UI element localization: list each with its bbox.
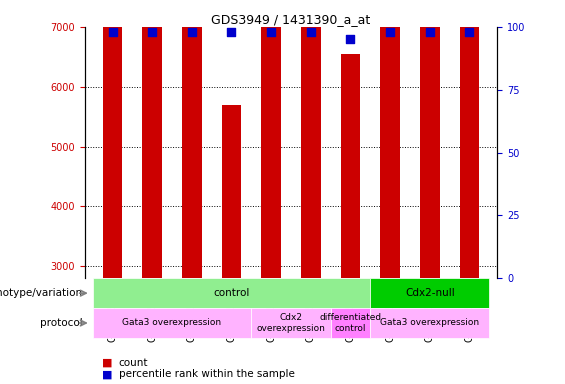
FancyBboxPatch shape	[93, 278, 370, 308]
FancyBboxPatch shape	[93, 308, 251, 338]
Point	[425, 29, 434, 35]
FancyBboxPatch shape	[331, 308, 370, 338]
Bar	[301, 25, 321, 278]
Bar	[142, 0, 162, 278]
Text: Cdx2-null: Cdx2-null	[405, 288, 455, 298]
Bar	[420, 0, 440, 278]
Text: protocol: protocol	[40, 318, 82, 328]
Point	[346, 36, 355, 43]
Bar	[182, 0, 202, 278]
Point	[188, 29, 197, 35]
Text: count: count	[119, 358, 148, 368]
Text: differentiated
control: differentiated control	[319, 313, 381, 333]
Text: genotype/variation: genotype/variation	[0, 288, 82, 298]
Point	[306, 29, 315, 35]
Text: Cdx2
overexpression: Cdx2 overexpression	[257, 313, 325, 333]
Bar	[341, 54, 360, 278]
Bar	[221, 105, 241, 278]
Point	[108, 29, 117, 35]
FancyBboxPatch shape	[370, 308, 489, 338]
Text: percentile rank within the sample: percentile rank within the sample	[119, 369, 294, 379]
Text: Gata3 overexpression: Gata3 overexpression	[123, 318, 221, 328]
FancyBboxPatch shape	[251, 308, 331, 338]
Bar	[380, 4, 400, 278]
Bar	[261, 0, 281, 278]
Bar	[459, 0, 479, 278]
FancyBboxPatch shape	[370, 278, 489, 308]
Text: ■: ■	[102, 369, 112, 379]
Text: Gata3 overexpression: Gata3 overexpression	[380, 318, 479, 328]
Text: ■: ■	[102, 358, 112, 368]
Point	[267, 29, 276, 35]
Point	[385, 29, 394, 35]
Text: control: control	[214, 288, 250, 298]
Bar	[103, 0, 123, 278]
Point	[147, 29, 157, 35]
Title: GDS3949 / 1431390_a_at: GDS3949 / 1431390_a_at	[211, 13, 371, 26]
Point	[227, 29, 236, 35]
Point	[465, 29, 474, 35]
